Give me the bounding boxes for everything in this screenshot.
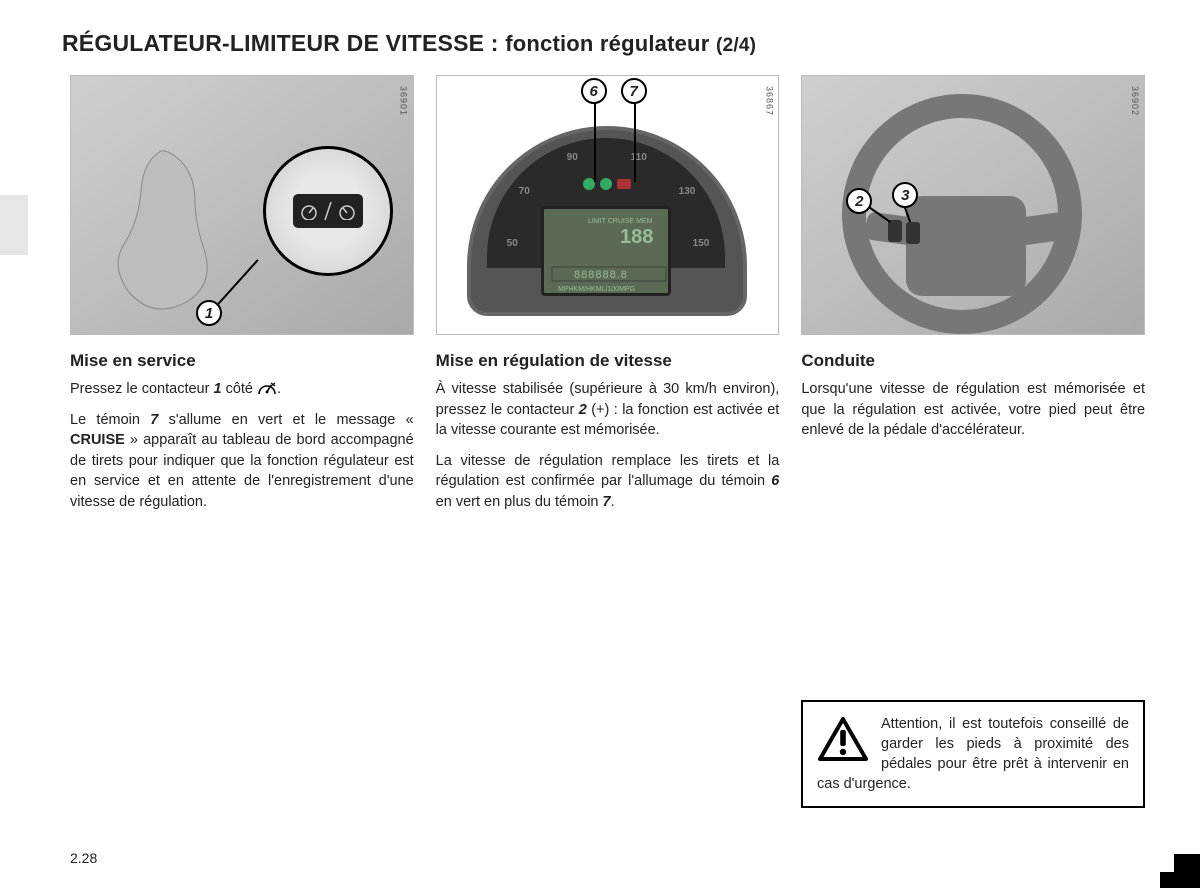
column-right: 36902 2 3 Conduite Lorsqu'une vitesse de… [801, 75, 1145, 522]
cluster-display: LIMIT CRUISE MEM 188 MPHKM/HKML/100MPG 8… [541, 206, 671, 296]
title-pageref: (2/4) [716, 35, 756, 56]
speed-50: 50 [507, 238, 518, 249]
speed-90: 90 [567, 152, 578, 163]
three-column-layout: 36901 1 Mise en service Pressez le co [70, 75, 1145, 522]
page-title: RÉGULATEUR-LIMITEUR DE VITESSE : fonctio… [62, 30, 1145, 57]
wheel-button-3 [906, 222, 920, 244]
callout-6: 6 [581, 78, 607, 104]
wheel-button-2 [888, 220, 902, 242]
page-number: 2.28 [70, 850, 97, 866]
figure-gearshift: 36901 1 [70, 75, 414, 335]
col1-p1: Pressez le contacteur 1 côté . [70, 379, 414, 400]
callout-7: 7 [621, 78, 647, 104]
subhead-regulation: Mise en régulation de vitesse [436, 351, 780, 371]
divider-icon [324, 200, 332, 222]
cruise-switch [293, 194, 363, 228]
page-content: RÉGULATEUR-LIMITEUR DE VITESSE : fonctio… [0, 0, 1200, 542]
figure-id-mid: 36867 [764, 86, 774, 116]
gearshift-illustration [111, 131, 231, 311]
warning-box: Attention, il est toutefois conseillé de… [801, 700, 1145, 808]
svg-text:188: 188 [620, 226, 653, 248]
switch-inset [263, 146, 393, 276]
callout-1: 1 [196, 300, 222, 326]
title-sub: fonction régulateur [505, 31, 709, 56]
speed-70: 70 [519, 186, 530, 197]
edge-marker [1174, 854, 1200, 888]
svg-text:888888.8: 888888.8 [574, 269, 628, 281]
col1-p2: Le témoin 7 s'allume en vert et le messa… [70, 410, 414, 513]
col2-p1: À vitesse stabilisée (supérieure à 30 km… [436, 379, 780, 441]
cruise-icon [336, 202, 358, 220]
figure-cluster: 36867 50 70 90 110 130 150 LIMIT CRUISE … [436, 75, 780, 335]
cruise-symbol-icon [257, 380, 277, 396]
indicator-row [579, 174, 633, 194]
warning-icon [817, 716, 869, 762]
col3-p1: Lorsqu'une vitesse de régulation est mém… [801, 379, 1145, 441]
figure-id-right: 36902 [1130, 86, 1140, 116]
svg-text:LIMIT CRUISE MEM: LIMIT CRUISE MEM [588, 218, 653, 225]
figure-id-left: 36901 [399, 86, 409, 116]
svg-text:MPHKM/HKML/100MPG: MPHKM/HKML/100MPG [558, 286, 635, 293]
edge-marker-small [1160, 872, 1174, 888]
figure-steering: 36902 2 3 [801, 75, 1145, 335]
leader-line-6 [594, 94, 596, 182]
speed-150: 150 [693, 238, 710, 249]
speed-130: 130 [679, 186, 696, 197]
steering-wheel-hub [906, 196, 1026, 296]
column-mid: 36867 50 70 90 110 130 150 LIMIT CRUISE … [436, 75, 780, 522]
limiter-icon [298, 202, 320, 220]
col2-p2: La vitesse de régulation remplace les ti… [436, 451, 780, 513]
display-graphics: LIMIT CRUISE MEM 188 MPHKM/HKML/100MPG 8… [544, 209, 674, 299]
subhead-mise-en-service: Mise en service [70, 351, 414, 371]
leader-line-7 [634, 94, 636, 182]
column-left: 36901 1 Mise en service Pressez le co [70, 75, 414, 522]
section-tab [0, 195, 28, 255]
subhead-conduite: Conduite [801, 351, 1145, 371]
title-main: RÉGULATEUR-LIMITEUR DE VITESSE : [62, 30, 499, 56]
